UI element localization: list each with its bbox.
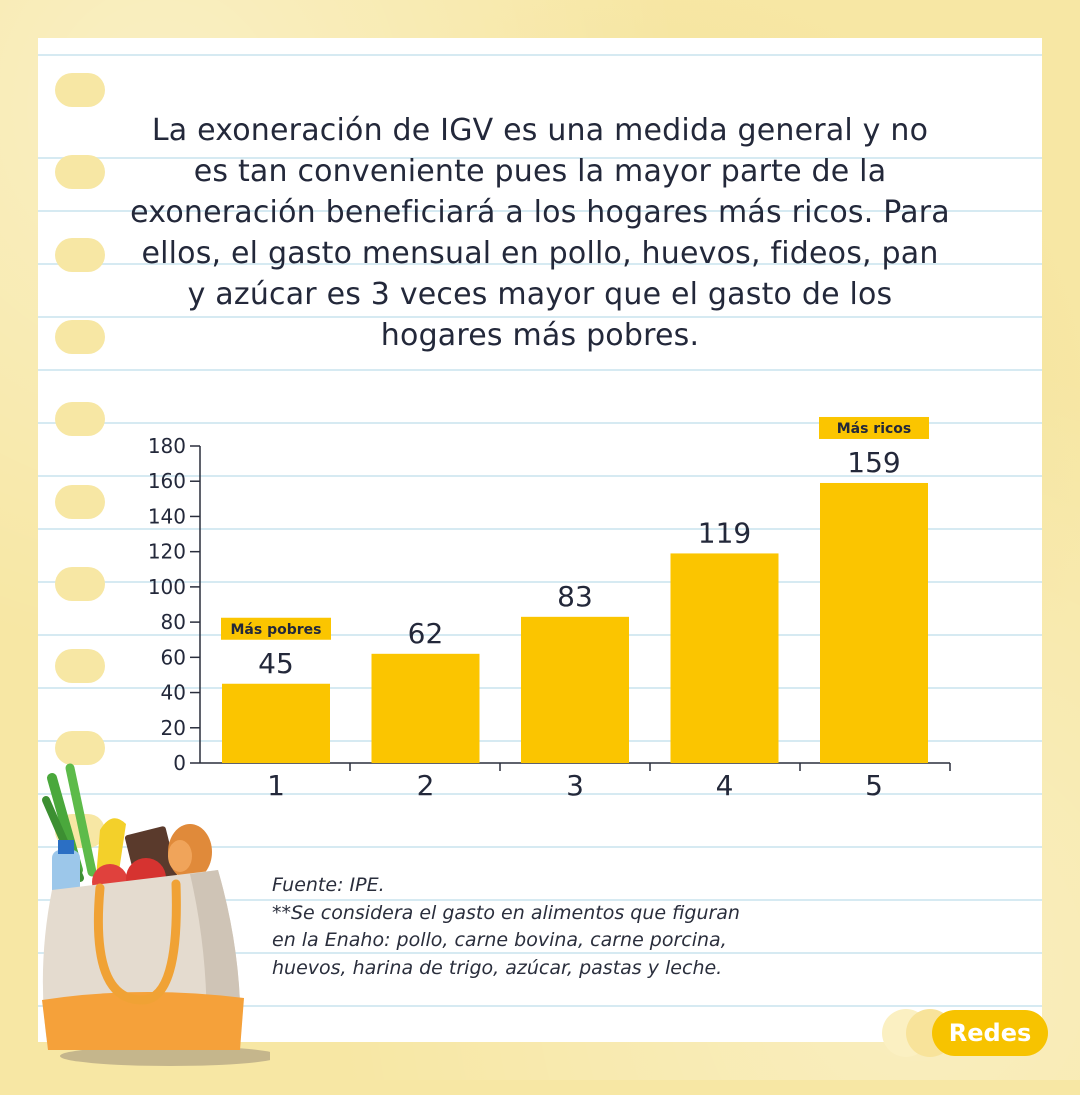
bar <box>820 482 928 763</box>
bar <box>371 653 480 763</box>
annotation-label: Más ricos <box>837 421 912 437</box>
spiral-hole <box>55 484 105 519</box>
source-line-2: **Se considera el gasto en alimentos que… <box>272 901 740 924</box>
bar-value-label: 159 <box>847 446 900 479</box>
source-line-3: en la Enaho: pollo, carne bovina, carne … <box>272 929 727 951</box>
y-tick-label: 160 <box>148 469 186 493</box>
spiral-hole <box>55 237 105 272</box>
spiral-hole <box>55 402 105 437</box>
bar <box>222 683 330 763</box>
x-tick-label: 5 <box>865 769 883 802</box>
headline: La exoneración de IGV es una medida gene… <box>130 113 950 353</box>
source-line-1: Fuente: IPE. <box>272 874 385 896</box>
bar-value-label: 83 <box>557 580 593 613</box>
y-tick-label: 140 <box>148 504 186 528</box>
annotation-badge <box>221 617 331 640</box>
x-tick-label: 1 <box>267 769 285 802</box>
annotation-badge <box>819 416 929 439</box>
y-tick-label: 100 <box>148 575 186 599</box>
x-tick-label: 2 <box>417 769 435 802</box>
spiral-hole <box>55 649 105 684</box>
spiral-hole <box>55 731 105 766</box>
bar-value-label: 45 <box>258 647 294 680</box>
annotation-label: Más pobres <box>231 622 322 638</box>
grocery-bag-illustration <box>42 763 270 1066</box>
bar-value-label: 62 <box>408 617 444 650</box>
spiral-hole <box>55 319 105 354</box>
y-tick-label: 40 <box>161 681 186 705</box>
x-tick-label: 3 <box>566 769 584 802</box>
y-tick-label: 80 <box>161 610 186 634</box>
bar-value-label: 119 <box>698 516 751 549</box>
bar <box>670 553 779 763</box>
spiral-hole <box>55 73 105 107</box>
x-tick-label: 4 <box>716 769 734 802</box>
spiral-hole <box>55 155 105 190</box>
bar <box>521 616 629 763</box>
source-note: Fuente: IPE. **Se considera el gasto en … <box>272 872 872 982</box>
y-tick-label: 0 <box>173 751 186 775</box>
y-tick-label: 60 <box>161 645 186 669</box>
source-line-4: huevos, harina de trigo, azúcar, pastas … <box>272 956 723 979</box>
brand-label: Redes <box>932 1010 1048 1056</box>
spiral-hole <box>55 566 105 601</box>
y-tick-label: 20 <box>161 716 186 740</box>
y-tick-label: 120 <box>148 540 186 564</box>
y-tick-label: 180 <box>148 434 186 458</box>
